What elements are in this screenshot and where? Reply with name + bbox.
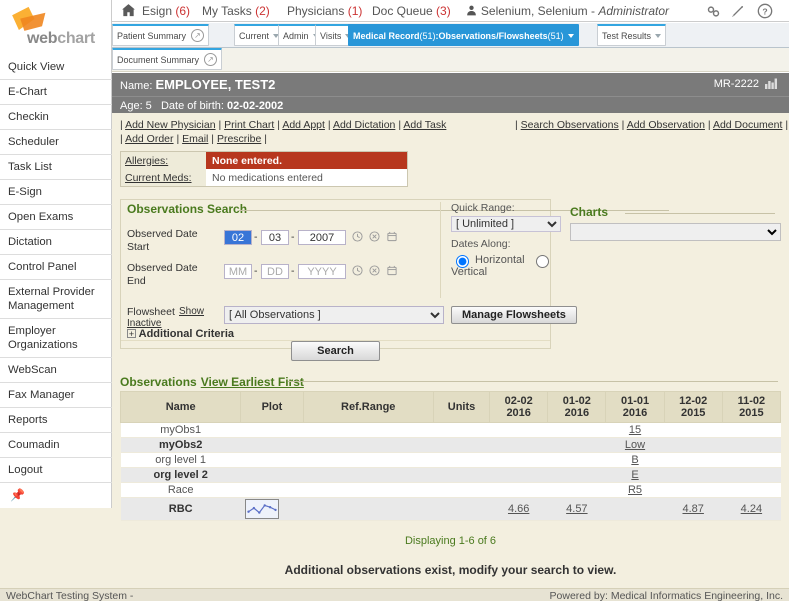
svg-text:?: ? [762, 6, 767, 16]
